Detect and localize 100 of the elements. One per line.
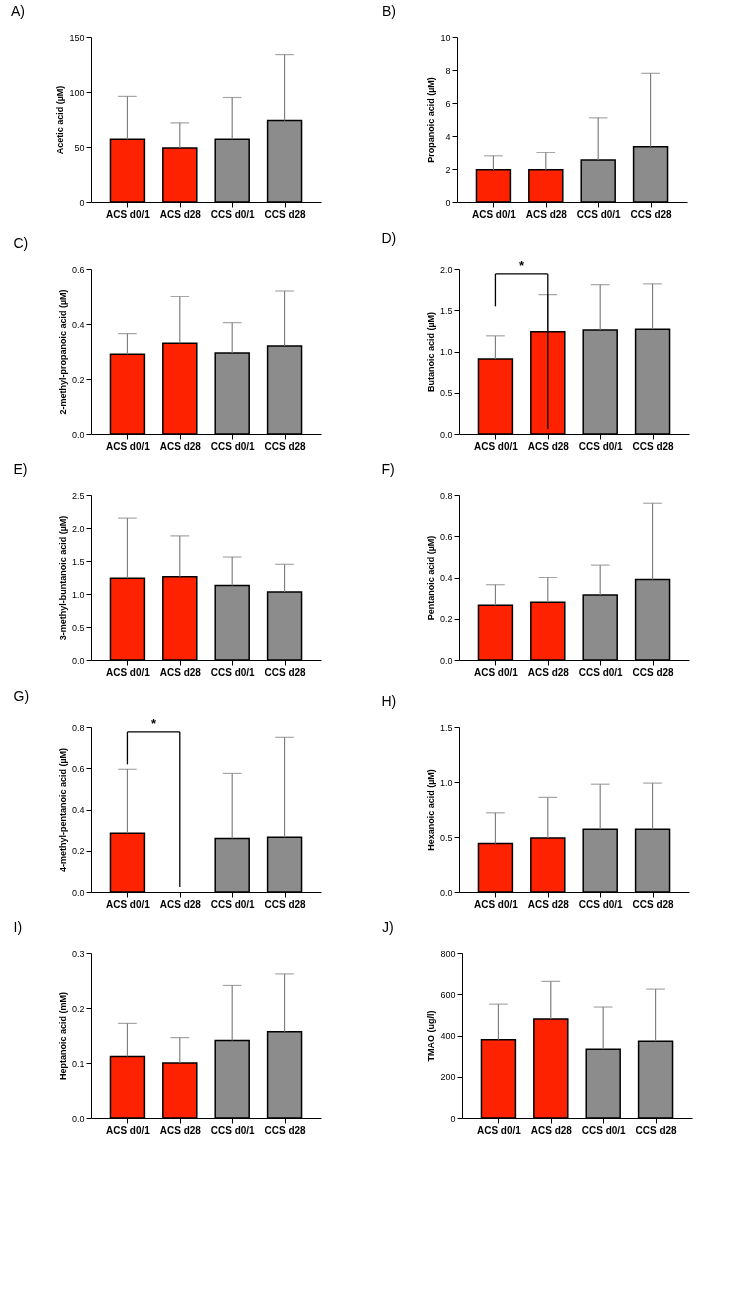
x-tick-label: CCS d0/1 (578, 440, 624, 452)
x-tick-label: CCS d0/1 (578, 666, 624, 678)
chart-title: J) (381, 919, 394, 935)
y-tick-label: 0.6 (71, 763, 85, 774)
y-tick-label: 0 (445, 197, 451, 208)
y-tick-label: 0.6 (439, 531, 453, 542)
chart-title: F) (381, 461, 395, 477)
x-tick-label: ACS d0/1 (476, 1124, 522, 1136)
y-tick-label: 200 (440, 1072, 456, 1083)
y-tick-label: 2.5 (71, 490, 85, 501)
x-tick-label: ACS d0/1 (105, 898, 151, 910)
x-tick-label: CCS d0/1 (210, 208, 256, 220)
y-tick-label: 2.0 (439, 264, 453, 275)
chart-title: C) (13, 235, 29, 251)
x-tick-label: ACS d0/1 (105, 440, 151, 452)
x-tick-label: CCS d0/1 (578, 898, 624, 910)
x-tick-label: CCS d28 (632, 898, 675, 910)
y-tick-label: 400 (440, 1031, 456, 1041)
x-tick-label: CCS d28 (632, 440, 675, 452)
y-tick-label: 50 (74, 142, 85, 153)
x-tick-label: CCS d28 (264, 1124, 307, 1136)
y-tick-label: 100 (69, 87, 85, 98)
y-tick-label: 0.2 (71, 1003, 85, 1014)
x-tick-label: ACS d28 (159, 1124, 202, 1136)
annotation: * (519, 257, 526, 273)
x-tick-label: ACS d28 (159, 440, 202, 452)
y-axis-title: TMAO (ug/l) (426, 1010, 437, 1062)
x-tick-label: ACS d28 (159, 208, 202, 220)
y-tick-label: 6 (445, 98, 451, 109)
x-tick-label: CCS d28 (264, 666, 307, 678)
y-tick-label: 1.5 (71, 556, 85, 567)
x-tick-label: ACS d28 (527, 666, 570, 678)
y-tick-label: 1.0 (439, 777, 453, 788)
x-tick-label: CCS d0/1 (210, 440, 256, 452)
x-tick-label: ACS d28 (159, 666, 202, 678)
chart-title: D) (381, 229, 397, 246)
x-tick-label: ACS d28 (527, 440, 570, 452)
y-axis-title: Heptanoic acid (mM) (57, 991, 68, 1081)
y-tick-label: 0.0 (71, 655, 85, 666)
x-tick-label: CCS d28 (630, 208, 673, 220)
x-tick-label: CCS d28 (635, 1124, 678, 1136)
chart-title: B) (381, 3, 396, 19)
y-tick-label: 0.5 (439, 832, 453, 843)
chart-title: G) (13, 687, 30, 704)
y-axis-title: 3-methyl-buntanoic acid (µM) (57, 515, 68, 641)
chart-title: H) (381, 693, 397, 709)
y-tick-label: 0.5 (71, 622, 85, 633)
x-tick-label: ACS d0/1 (473, 440, 519, 452)
x-tick-label: ACS d0/1 (471, 208, 517, 220)
y-tick-label: 0.4 (71, 319, 85, 330)
chart-title: E) (13, 461, 28, 477)
y-tick-label: 0.0 (439, 429, 453, 440)
y-tick-label: 0.8 (71, 722, 85, 733)
y-tick-label: 0.2 (71, 374, 85, 385)
y-tick-label: 0.1 (71, 1058, 85, 1069)
y-axis-title: Hexanoic acid (µM) (425, 769, 436, 851)
x-tick-label: CCS d28 (264, 208, 307, 220)
x-tick-label: ACS d0/1 (473, 898, 519, 910)
y-tick-label: 4 (445, 131, 451, 142)
y-tick-label: 1.0 (71, 589, 85, 600)
y-tick-label: 2 (445, 164, 451, 175)
y-tick-label: 0 (450, 1113, 456, 1124)
y-axis-title: Butanoic acid (µM) (425, 311, 436, 393)
x-tick-label: ACS d28 (159, 898, 202, 910)
y-tick-label: 600 (440, 989, 456, 1000)
y-tick-label: 0.0 (71, 887, 85, 898)
x-tick-label: ACS d0/1 (473, 666, 519, 678)
x-tick-label: CCS d28 (264, 898, 307, 910)
x-tick-label: ACS d28 (525, 208, 568, 220)
y-tick-label: 0.2 (439, 614, 453, 625)
x-tick-label: CCS d0/1 (210, 1124, 256, 1136)
chart-title: I) (13, 919, 23, 935)
y-tick-label: 2.0 (71, 523, 85, 534)
x-tick-label: CCS d0/1 (210, 898, 256, 910)
x-tick-label: ACS d28 (527, 898, 570, 910)
x-tick-label: ACS d0/1 (105, 208, 151, 220)
chart-title: A) (10, 3, 25, 19)
x-tick-label: CCS d0/1 (581, 1124, 627, 1136)
y-tick-label: 0.4 (71, 805, 85, 815)
y-axis-title: Propanoic acid (µM) (426, 77, 437, 163)
y-axis-title: Acetic acid (µM) (55, 85, 66, 155)
y-tick-label: 1.0 (439, 347, 453, 357)
y-tick-label: 1.5 (439, 722, 453, 733)
x-tick-label: CCS d28 (632, 666, 675, 678)
y-axis-title: 2-methyl-propanoic acid (µM) (57, 289, 68, 415)
y-axis-title: Pentanoic acid (µM) (425, 535, 436, 621)
y-tick-label: 0.0 (71, 1113, 85, 1124)
y-tick-label: 0.2 (71, 846, 85, 857)
y-tick-label: 800 (440, 948, 456, 959)
y-tick-label: 150 (69, 32, 85, 43)
y-tick-label: 0.0 (439, 655, 453, 666)
annotation: * (151, 715, 158, 731)
y-tick-label: 0.5 (439, 388, 453, 399)
y-tick-label: 1.5 (439, 305, 453, 316)
y-tick-label: 0.8 (439, 490, 453, 501)
y-tick-label: 0 (79, 197, 85, 208)
y-tick-label: 0.0 (71, 429, 85, 440)
x-tick-label: CCS d28 (264, 440, 307, 452)
y-tick-label: 0.4 (439, 573, 453, 583)
x-tick-label: ACS d28 (530, 1124, 573, 1136)
